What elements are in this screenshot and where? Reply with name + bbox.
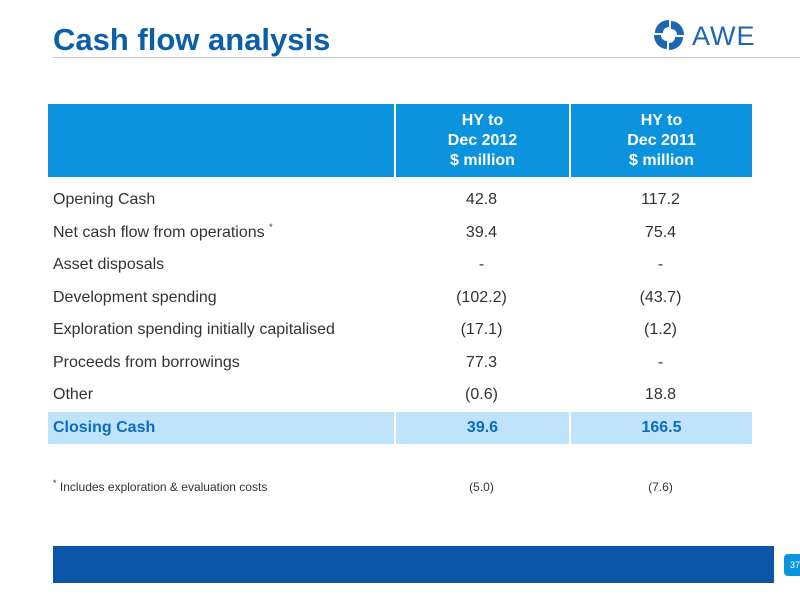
column-header-line: Dec 2012 (447, 131, 518, 149)
row-value-2011: 18.8 (644, 386, 677, 404)
column-header-line: HY to (640, 111, 683, 129)
footnote-text: Includes exploration & evaluation costs (59, 480, 268, 494)
cash-flow-table: HY to Dec 2012 $ million HY to Dec 2011 … (48, 104, 752, 444)
table-row: Development spending (102.2) (43.7) (48, 282, 752, 315)
table-row: Exploration spending initially capitalis… (48, 314, 752, 347)
row-value-2012: (17.1) (460, 321, 503, 339)
page-title: Cash flow analysis (53, 22, 331, 57)
footnote-label-cell: * Includes exploration & evaluation cost… (53, 478, 394, 494)
table-header: HY to Dec 2012 $ million HY to Dec 2011 … (48, 104, 752, 177)
awe-logo-icon (654, 20, 684, 50)
table-row: Proceeds from borrowings 77.3 - (48, 347, 752, 380)
column-header-line: $ million (629, 151, 694, 169)
footnote-value-2012: (5.0) (469, 480, 494, 494)
row-value-2012: 42.8 (465, 191, 498, 209)
row-label: Asset disposals (53, 256, 165, 274)
footnote: * Includes exploration & evaluation cost… (53, 478, 757, 494)
column-header-hy-2012: HY to Dec 2012 $ million (394, 104, 569, 177)
table-row: Other (0.6) 18.8 (48, 379, 752, 412)
row-value-2011: (43.7) (639, 288, 682, 306)
row-value-2012: 39.4 (465, 223, 498, 241)
row-value-2011: - (657, 256, 664, 274)
closing-label: Closing Cash (53, 418, 156, 436)
footnote-marker: * (53, 478, 57, 488)
row-value-2011: 75.4 (644, 223, 677, 241)
row-value-2012: (0.6) (465, 386, 498, 404)
row-label: Development spending (53, 288, 217, 306)
closing-value-2011: 166.5 (569, 411, 752, 444)
row-value-2012: 77.3 (465, 353, 498, 371)
column-header-line: Dec 2011 (627, 131, 696, 149)
row-label-cell: Net cash flow from operations * (48, 221, 394, 242)
column-header-line: HY to (461, 111, 504, 129)
column-header-line: $ million (450, 151, 515, 169)
row-value-2011: - (657, 353, 664, 371)
row-label: Other (53, 386, 94, 404)
table-row: Net cash flow from operations * 39.4 75.… (48, 217, 752, 250)
footnote-value-2011: (7.6) (648, 480, 673, 494)
row-value-2012: (102.2) (456, 288, 507, 306)
page-number: 37 (784, 554, 800, 576)
footer-bar (53, 546, 774, 583)
row-value-2011: (1.2) (644, 321, 677, 339)
table-row: Opening Cash 42.8 117.2 (48, 184, 752, 217)
table-row: Asset disposals - - (48, 249, 752, 282)
closing-cash-row: Closing Cash 39.6 166.5 (48, 411, 752, 444)
closing-value-2012: 39.6 (394, 411, 569, 444)
footnote-marker: * (269, 221, 273, 232)
header-blank-cell (48, 104, 394, 177)
title-divider (53, 57, 800, 58)
row-label: Exploration spending initially capitalis… (53, 321, 335, 339)
header-spacer (48, 177, 752, 184)
logo-text: AWE (692, 21, 756, 51)
column-header-hy-2011: HY to Dec 2011 $ million (569, 104, 752, 177)
row-value-2012: - (478, 256, 485, 274)
row-value-2011: 117.2 (641, 191, 680, 209)
row-label: Net cash flow from operations (53, 223, 265, 241)
row-label: Opening Cash (53, 191, 156, 209)
row-label: Proceeds from borrowings (53, 353, 240, 371)
company-logo: AWE (652, 18, 762, 54)
